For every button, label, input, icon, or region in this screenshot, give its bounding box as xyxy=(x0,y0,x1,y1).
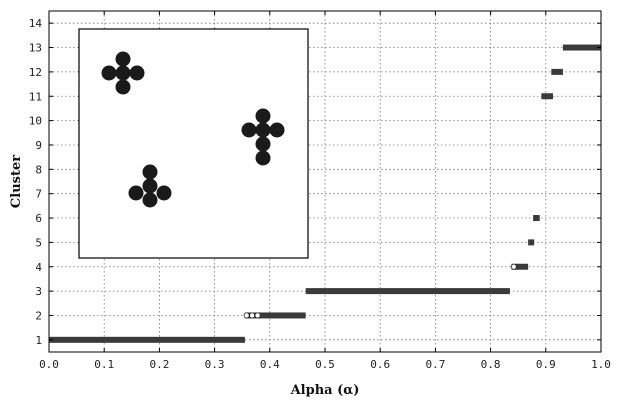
y-tick-label: 11 xyxy=(29,90,42,103)
x-tick-label: 0.4 xyxy=(260,358,280,371)
cluster-11-bar xyxy=(541,93,553,99)
x-tick-label: 0.6 xyxy=(370,358,390,371)
inset-diagram xyxy=(79,29,308,258)
inset-dot xyxy=(242,123,257,138)
inset-dot xyxy=(129,186,144,201)
y-tick-label: 1 xyxy=(35,334,42,347)
cluster-12-bar xyxy=(551,69,563,75)
open-marker xyxy=(511,264,516,269)
inset-dot xyxy=(256,123,271,138)
x-tick-label: 1.0 xyxy=(591,358,611,371)
y-tick-label: 5 xyxy=(35,236,42,249)
inset-dot xyxy=(157,186,172,201)
x-tick-label: 0.0 xyxy=(39,358,59,371)
cluster-6-bar xyxy=(533,215,540,221)
y-tick-label: 12 xyxy=(29,66,42,79)
x-axis-label: Alpha (α) xyxy=(290,383,360,398)
cluster-13-bar xyxy=(563,45,601,51)
inset-dot xyxy=(116,52,131,67)
y-tick-label: 7 xyxy=(35,188,42,201)
x-tick-label: 0.1 xyxy=(94,358,114,371)
y-tick-label: 14 xyxy=(29,17,43,30)
open-marker xyxy=(255,313,260,318)
inset-box xyxy=(79,29,308,258)
x-tick-label: 0.3 xyxy=(205,358,225,371)
y-tick-label: 4 xyxy=(35,261,42,274)
x-tick-label: 0.9 xyxy=(536,358,556,371)
inset-dot xyxy=(143,179,158,194)
inset-dot xyxy=(256,151,271,166)
cluster-5-bar xyxy=(528,239,534,245)
y-tick-label: 8 xyxy=(35,163,42,176)
open-marker xyxy=(244,313,249,318)
y-tick-label: 2 xyxy=(35,309,42,322)
inset-dot xyxy=(143,165,158,180)
x-tick-label: 0.7 xyxy=(425,358,445,371)
inset-dot xyxy=(256,109,271,124)
y-tick-label: 6 xyxy=(35,212,42,225)
inset-dot xyxy=(102,66,117,81)
y-tick-label: 3 xyxy=(35,285,42,298)
y-tick-label: 9 xyxy=(35,139,42,152)
inset-dot xyxy=(143,193,158,208)
inset-dot xyxy=(116,66,131,81)
x-tick-label: 0.2 xyxy=(149,358,169,371)
open-marker xyxy=(250,313,255,318)
y-tick-label: 10 xyxy=(29,115,42,128)
y-tick-label: 13 xyxy=(29,42,42,55)
inset-dot xyxy=(116,80,131,95)
inset-dot xyxy=(270,123,285,138)
x-tick-label: 0.8 xyxy=(481,358,501,371)
inset-dot xyxy=(130,66,145,81)
inset-dot xyxy=(256,137,271,152)
x-tick-label: 0.5 xyxy=(315,358,335,371)
y-axis-label: Cluster xyxy=(9,155,24,208)
cluster-3-bar xyxy=(306,288,510,294)
cluster-1-bar xyxy=(49,337,245,343)
